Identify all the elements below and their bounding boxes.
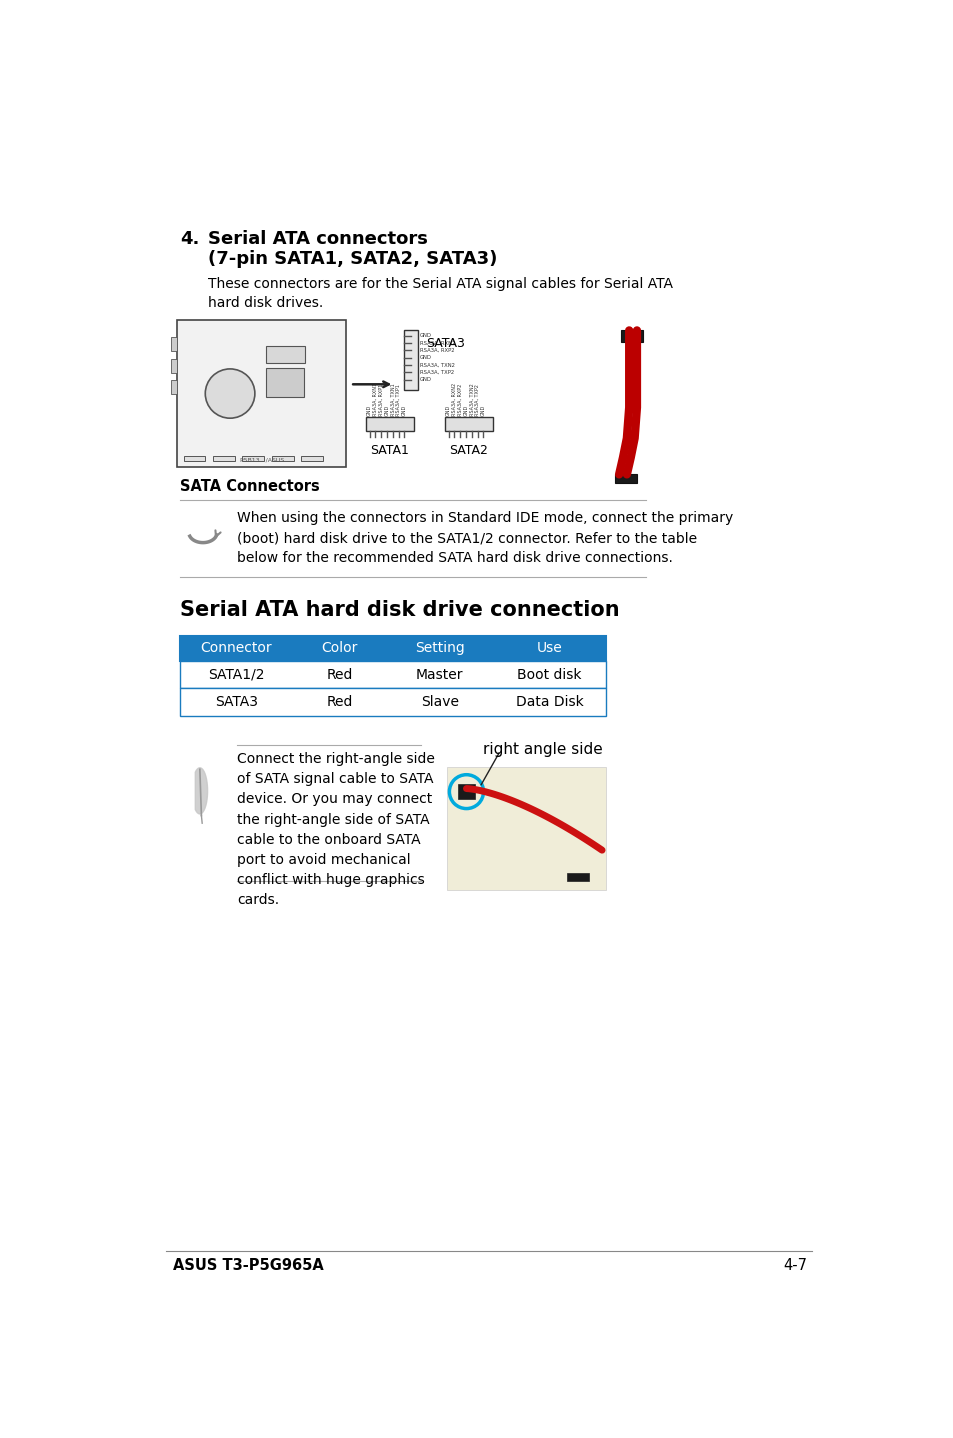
Text: RSA3A, RXP2: RSA3A, RXP2 [457, 384, 462, 416]
Bar [301, 456, 323, 460]
Bar [444, 417, 493, 431]
Text: (7-pin SATA1, SATA2, SATA3): (7-pin SATA1, SATA2, SATA3) [208, 250, 497, 267]
Text: These connectors are for the Serial ATA signal cables for Serial ATA
hard disk d: These connectors are for the Serial ATA … [208, 276, 673, 311]
Text: Master: Master [416, 667, 463, 682]
Text: SATA3: SATA3 [426, 336, 464, 349]
Text: Slave: Slave [420, 696, 458, 709]
Text: right angle side: right angle side [483, 742, 602, 758]
Circle shape [205, 370, 254, 418]
Text: RSA3A, RXP2: RSA3A, RXP2 [419, 348, 454, 352]
Text: RSA3A, RXP1: RSA3A, RXP1 [378, 384, 383, 416]
Bar [179, 689, 605, 716]
Polygon shape [195, 768, 208, 814]
Text: 4.: 4. [179, 230, 199, 249]
Text: SATA Connectors: SATA Connectors [179, 479, 319, 495]
Text: 4-7: 4-7 [782, 1258, 806, 1273]
Text: RSA3A, TXP1: RSA3A, TXP1 [395, 384, 400, 416]
Text: Use: Use [536, 641, 561, 656]
Bar [213, 456, 234, 460]
Text: RSA3A, TXN1: RSA3A, TXN1 [390, 383, 395, 416]
Text: GND: GND [480, 404, 485, 416]
Bar [183, 456, 205, 460]
Text: Connector: Connector [200, 641, 272, 656]
Bar [242, 456, 264, 460]
Bar [266, 368, 303, 397]
Text: RSA3A, RXN1: RSA3A, RXN1 [373, 383, 377, 416]
Text: GND: GND [384, 404, 389, 416]
Text: SATA3: SATA3 [214, 696, 257, 709]
Bar [567, 873, 588, 881]
Text: Red: Red [326, 696, 353, 709]
Bar [404, 331, 418, 391]
Bar [177, 321, 346, 467]
Bar [179, 660, 605, 689]
Bar [179, 636, 605, 660]
Text: Color: Color [321, 641, 357, 656]
Text: Serial ATA hard disk drive connection: Serial ATA hard disk drive connection [179, 600, 618, 620]
Text: GND: GND [419, 355, 432, 361]
Bar [457, 784, 475, 800]
Text: Setting: Setting [415, 641, 464, 656]
Bar [447, 766, 605, 890]
Text: RSA3A, TXN2: RSA3A, TXN2 [469, 383, 474, 416]
Text: Serial ATA connectors: Serial ATA connectors [208, 230, 428, 249]
Bar [171, 360, 177, 372]
Text: RSA3A, RXN2: RSA3A, RXN2 [452, 383, 456, 416]
Text: RSA3A, TXN2: RSA3A, TXN2 [419, 362, 455, 368]
Text: Connect the right-angle side
of SATA signal cable to SATA
device. Or you may con: Connect the right-angle side of SATA sig… [236, 752, 435, 907]
Text: SATA1: SATA1 [370, 444, 409, 457]
Text: RSA3A, RXN2: RSA3A, RXN2 [419, 341, 455, 345]
Bar [620, 331, 642, 342]
Text: GND: GND [419, 334, 432, 338]
Bar [266, 345, 305, 362]
Bar [171, 381, 177, 394]
Text: SATA1/2: SATA1/2 [208, 667, 264, 682]
Text: ASUS T3-P5G965A: ASUS T3-P5G965A [173, 1258, 324, 1273]
Text: P5B13   /ASUS: P5B13 /ASUS [239, 457, 284, 463]
Text: RSA3A, TXP2: RSA3A, TXP2 [419, 370, 454, 375]
Text: GND: GND [463, 404, 468, 416]
Bar [272, 456, 294, 460]
Text: When using the connectors in Standard IDE mode, connect the primary
(boot) hard : When using the connectors in Standard ID… [236, 512, 733, 565]
Text: SATA2: SATA2 [449, 444, 488, 457]
Text: GND: GND [419, 377, 432, 383]
Bar [171, 338, 177, 351]
Text: Data Disk: Data Disk [515, 696, 582, 709]
Text: GND: GND [367, 404, 372, 416]
Text: Red: Red [326, 667, 353, 682]
Bar [365, 417, 414, 431]
Text: Boot disk: Boot disk [517, 667, 581, 682]
Bar [615, 473, 637, 483]
Text: GND: GND [446, 404, 451, 416]
Text: RSA3A, TXP2: RSA3A, TXP2 [475, 384, 479, 416]
Text: GND: GND [401, 404, 407, 416]
